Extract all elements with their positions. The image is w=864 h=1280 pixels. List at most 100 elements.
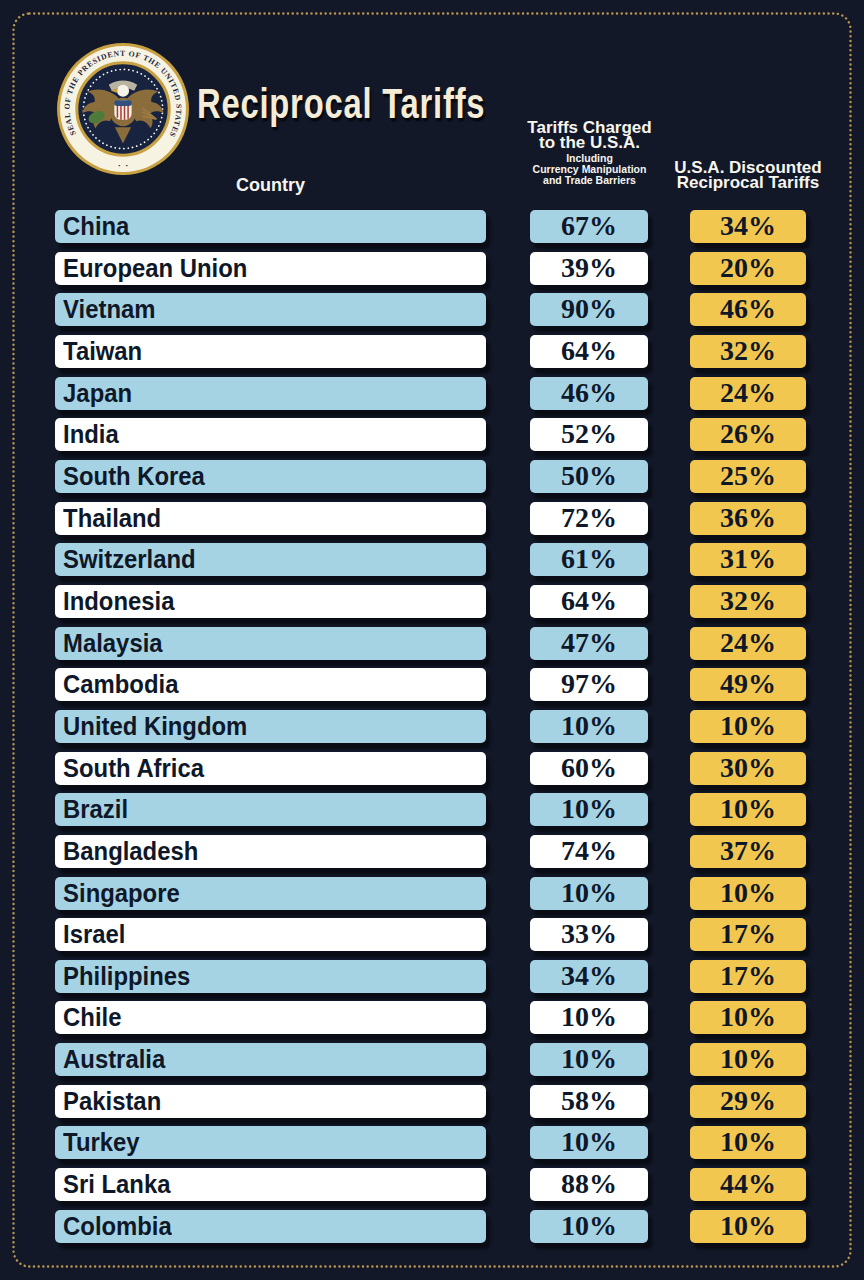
tariff-charged-value: 67% [561,210,617,242]
tariff-charged-value: 34% [561,960,617,992]
tariff-charged-cell: 64% [530,585,648,618]
table-row: Colombia10%10% [55,1210,815,1243]
tariff-charged-value: 33% [561,918,617,950]
country-label: European Union [55,252,247,285]
country-cell: South Africa [55,752,486,785]
tariff-charged-cell: 10% [530,1210,648,1243]
table-row: China67%34% [55,210,815,243]
tariff-charged-cell: 72% [530,502,648,535]
tariff-charged-value: 60% [561,752,617,784]
tariff-charged-value: 46% [561,377,617,409]
tariff-charged-value: 90% [561,293,617,325]
tariff-charged-value: 10% [561,793,617,825]
table-row: India 52% 26% [55,418,815,451]
column-header-tariffs-charged: Tariffs Charged to the U.S.A. Including … [512,120,667,186]
tariff-charged-cell: 50% [530,460,648,493]
country-label: Japan [55,377,132,410]
tariff-charged-cell: 46% [530,377,648,410]
country-label: South Africa [55,752,204,785]
table-row: European Union 39% 20% [55,252,815,285]
discounted-tariff-cell: 26% [690,418,806,451]
table-row: Thailand 72% 36% [55,502,815,535]
country-label: Pakistan [55,1085,161,1118]
discounted-tariff-value: 32% [720,335,776,367]
country-cell: Australia [55,1043,486,1076]
discounted-tariff-value: 25% [720,460,776,492]
discounted-tariff-value: 26% [720,418,776,450]
tariff-charged-cell: 10% [530,1043,648,1076]
tariff-charged-value: 10% [561,1126,617,1158]
country-label: Switzerland [55,543,196,576]
country-label: Sri Lanka [55,1168,170,1201]
tariff-charged-value: 52% [561,418,617,450]
country-label: Bangladesh [55,835,198,868]
page-title: Reciprocal Tariffs [197,80,485,128]
tariff-charged-cell: 90% [530,293,648,326]
country-cell: Japan [55,377,486,410]
discounted-tariff-cell: 25% [690,460,806,493]
tariff-charged-value: 10% [561,1043,617,1075]
tariff-charged-cell: 97% [530,668,648,701]
tariff-charged-value: 97% [561,668,617,700]
tariff-charged-value: 74% [561,835,617,867]
discounted-tariff-cell: 17% [690,918,806,951]
country-cell: Taiwan [55,335,486,368]
table-row: Turkey10%10% [55,1126,815,1159]
country-label: India [55,418,119,451]
table-row: Japan46%24% [55,377,815,410]
discounted-tariff-cell: 36% [690,502,806,535]
tariff-table: China67%34%European Union39%20%Vietnam90… [55,210,815,1251]
table-row: Bangladesh 74% 37% [55,835,815,868]
table-row: Israel 33% 17% [55,918,815,951]
discounted-tariff-cell: 20% [690,252,806,285]
discounted-tariff-value: 34% [720,210,776,242]
discounted-tariff-value: 37% [720,835,776,867]
table-row: United Kingdom10%10% [55,710,815,743]
discounted-tariff-cell: 37% [690,835,806,868]
country-label: Chile [55,1001,121,1034]
discounted-tariff-value: 49% [720,668,776,700]
table-row: Sri Lanka88%44% [55,1168,815,1201]
country-label: Israel [55,918,125,951]
tariff-charged-value: 64% [561,585,617,617]
tariff-charged-cell: 39% [530,252,648,285]
discounted-tariff-cell: 32% [690,335,806,368]
discounted-tariff-value: 10% [720,1126,776,1158]
discounted-tariff-cell: 10% [690,1043,806,1076]
country-label: Taiwan [55,335,142,368]
tariff-charged-cell: 88% [530,1168,648,1201]
discounted-tariff-value: 10% [720,793,776,825]
country-cell: South Korea [55,460,486,493]
discounted-tariff-value: 32% [720,585,776,617]
country-cell: Singapore [55,877,486,910]
tariff-charged-cell: 34% [530,960,648,993]
charged-header-line2: to the U.S.A. [512,135,667,150]
table-row: Vietnam90%46% [55,293,815,326]
country-label: Thailand [55,502,161,535]
country-cell: Philippines [55,960,486,993]
discounted-tariff-cell: 17% [690,960,806,993]
tariff-charged-value: 39% [561,252,617,284]
discounted-tariff-value: 10% [720,1001,776,1033]
tariff-charged-value: 10% [561,1210,617,1242]
country-cell: European Union [55,252,486,285]
tariff-charged-cell: 74% [530,835,648,868]
discounted-tariff-value: 17% [720,960,776,992]
table-row: South Korea 50% 25% [55,460,815,493]
discounted-tariff-cell: 34% [690,210,806,243]
country-cell: Vietnam [55,293,486,326]
country-cell: India [55,418,486,451]
discounted-tariff-cell: 31% [690,543,806,576]
tariff-charged-value: 47% [561,627,617,659]
country-cell: Indonesia [55,585,486,618]
discounted-tariff-cell: 10% [690,793,806,826]
table-row: Australia 10% 10% [55,1043,815,1076]
discounted-tariff-value: 31% [720,543,776,575]
country-label: Singapore [55,877,180,910]
country-cell: Brazil [55,793,486,826]
table-row: Singapore10%10% [55,877,815,910]
table-row: Switzerland61%31% [55,543,815,576]
table-row: Taiwan 64% 32% [55,335,815,368]
tariff-charged-cell: 64% [530,335,648,368]
presidential-seal: SEAL OF THE PRESIDENT OF THE UNITED STAT… [56,42,190,176]
